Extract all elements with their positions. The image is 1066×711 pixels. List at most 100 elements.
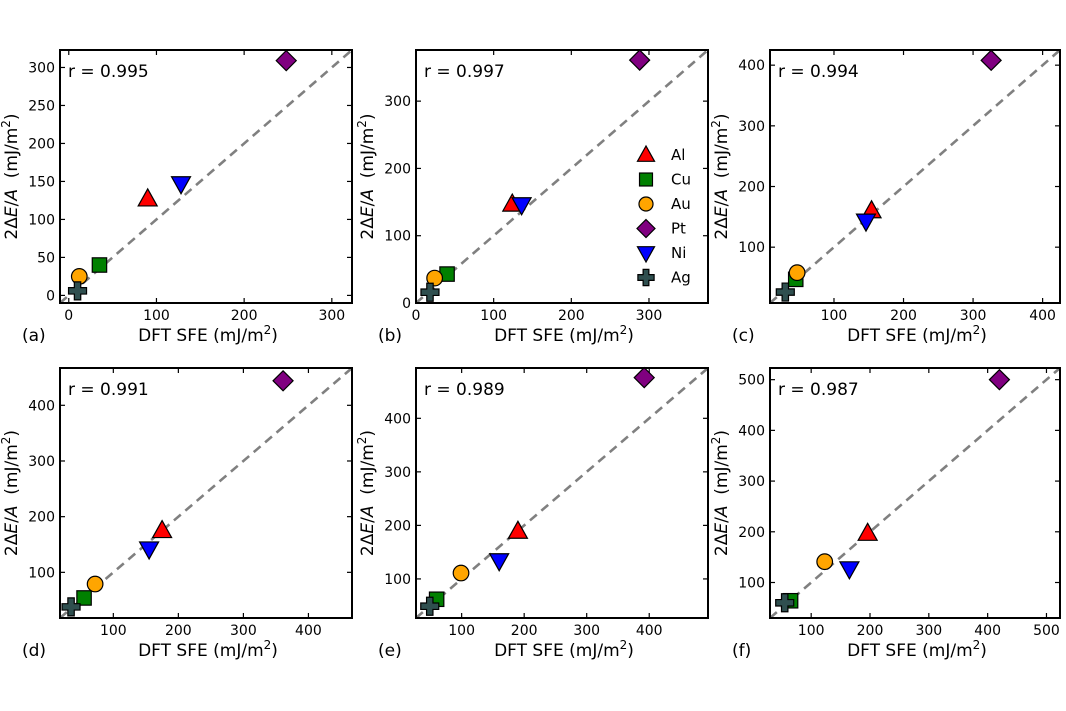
legend-label-al: Al	[671, 146, 685, 164]
y-tick-label: 300	[28, 454, 55, 470]
y-tick-label: 0	[402, 296, 411, 312]
y-tick-label: 250	[28, 98, 55, 114]
x-axis-label: DFT SFE (mJ/m2)	[494, 638, 634, 661]
y-tick-label: 400	[738, 423, 765, 439]
x-tick-label: 200	[890, 308, 917, 324]
legend-marker-au	[638, 196, 654, 212]
y-tick-label: 200	[28, 136, 55, 152]
x-tick-label: 400	[974, 623, 1001, 639]
plot-frame	[59, 367, 353, 619]
x-tick-label: 100	[448, 623, 475, 639]
x-tick-label: 300	[230, 623, 257, 639]
x-tick-label: 300	[636, 308, 663, 324]
x-tick-label: 200	[231, 308, 258, 324]
panel-f: 100 200 300 400 500 100 200 300 400 500 r = 0.987 D…	[709, 367, 1061, 661]
point-pt	[272, 369, 294, 392]
x-tick-label: 300	[915, 623, 942, 639]
point-ni	[855, 213, 877, 233]
x-tick-label: 200	[165, 623, 192, 639]
plot-frame	[769, 49, 1061, 304]
correlation-label: r = 0.997	[424, 62, 505, 82]
point-ni	[170, 176, 192, 195]
point-cu	[76, 590, 92, 606]
plot-frame	[415, 49, 709, 304]
y-axis-label: 2ΔE/A (mJ/m2)	[355, 113, 378, 239]
point-au	[452, 564, 470, 582]
parity-line	[770, 368, 1060, 618]
point-ag	[775, 282, 795, 302]
point-au	[816, 553, 834, 571]
x-tick-label: 300	[318, 308, 345, 324]
point-ni	[838, 561, 860, 581]
legend-label-ni: Ni	[671, 244, 686, 262]
legend-marker-ni	[636, 246, 656, 264]
x-tick-label: 0	[412, 308, 421, 324]
point-ag	[420, 596, 440, 616]
plot-frame	[769, 367, 1061, 619]
parity-line	[60, 50, 352, 303]
x-tick-label: 400	[636, 623, 663, 639]
point-al	[151, 519, 173, 539]
y-tick-label: 300	[738, 119, 765, 135]
y-tick-label: 300	[384, 465, 411, 481]
x-tick-label: 200	[558, 308, 585, 324]
panel-label: (a)	[22, 326, 46, 346]
legend-label-ag: Ag	[671, 269, 691, 287]
plot-frame	[59, 49, 353, 304]
y-tick-label: 300	[384, 94, 411, 110]
point-pt	[988, 368, 1011, 391]
x-tick-label: 100	[798, 623, 825, 639]
y-tick-label: 400	[28, 398, 55, 414]
point-pt	[633, 366, 656, 389]
y-axis-label: 2ΔE/A (mJ/m2)	[0, 430, 22, 556]
x-tick-label: 100	[143, 308, 170, 324]
legend: Al Cu Au Pt Ni Ag	[636, 144, 691, 287]
point-au	[86, 575, 104, 593]
y-tick-label: 200	[738, 180, 765, 196]
correlation-label: r = 0.989	[424, 380, 505, 400]
point-ag	[61, 597, 81, 617]
panel-d: 100 200 300 400 100 200 300 400 r = 0.991 DFT SFE…	[0, 367, 353, 661]
y-tick-label: 200	[384, 161, 411, 177]
y-tick-label: 300	[28, 60, 55, 76]
x-axis-label: DFT SFE (mJ/m2)	[847, 638, 987, 661]
y-tick-label: 100	[28, 212, 55, 228]
y-tick-label: 100	[384, 229, 411, 245]
point-cu	[91, 257, 108, 273]
y-tick-label: 300	[738, 474, 765, 490]
point-ni	[511, 197, 533, 216]
x-tick-label: 100	[480, 308, 507, 324]
x-axis-label: DFT SFE (mJ/m2)	[138, 638, 278, 661]
x-tick-label: 0	[64, 308, 73, 324]
point-al	[507, 520, 529, 539]
panel-e: 100 200 300 400 100 200 300 400 r = 0.989 DFT SFE…	[355, 366, 709, 661]
y-tick-label: 200	[384, 518, 411, 534]
legend-label-cu: Cu	[671, 171, 691, 189]
correlation-label: r = 0.995	[68, 62, 149, 82]
y-tick-label: 400	[384, 411, 411, 427]
y-tick-label: 400	[738, 58, 765, 74]
x-tick-label: 100	[821, 308, 848, 324]
y-axis-label: 2ΔE/A (mJ/m2)	[709, 113, 732, 239]
y-axis-label: 2ΔE/A (mJ/m2)	[709, 430, 732, 556]
legend-marker-pt	[636, 218, 656, 239]
panel-c: 100 200 300 400 100 200 300 400 r = 0.994 DFT SFE…	[709, 49, 1061, 346]
legend-marker-ag	[637, 268, 655, 287]
x-axis-label: DFT SFE (mJ/m2)	[847, 323, 987, 346]
plot-frame	[415, 367, 709, 619]
y-tick-label: 150	[28, 174, 55, 190]
x-axis-label: DFT SFE (mJ/m2)	[138, 323, 278, 346]
y-tick-label: 200	[738, 525, 765, 541]
panel-b: 0 100 200 300 0 100 200 300 r = 0.997 DFT SFE (mJ…	[355, 49, 709, 346]
x-tick-label: 300	[573, 623, 600, 639]
x-tick-label: 400	[295, 623, 322, 639]
x-tick-label: 100	[100, 623, 127, 639]
x-tick-label: 200	[857, 623, 884, 639]
y-tick-label: 100	[28, 565, 55, 581]
point-ag	[775, 593, 795, 613]
legend-label-pt: Pt	[671, 220, 686, 238]
legend-label-au: Au	[671, 195, 691, 213]
correlation-label: r = 0.994	[778, 62, 859, 82]
x-axis-label: DFT SFE (mJ/m2)	[494, 323, 634, 346]
